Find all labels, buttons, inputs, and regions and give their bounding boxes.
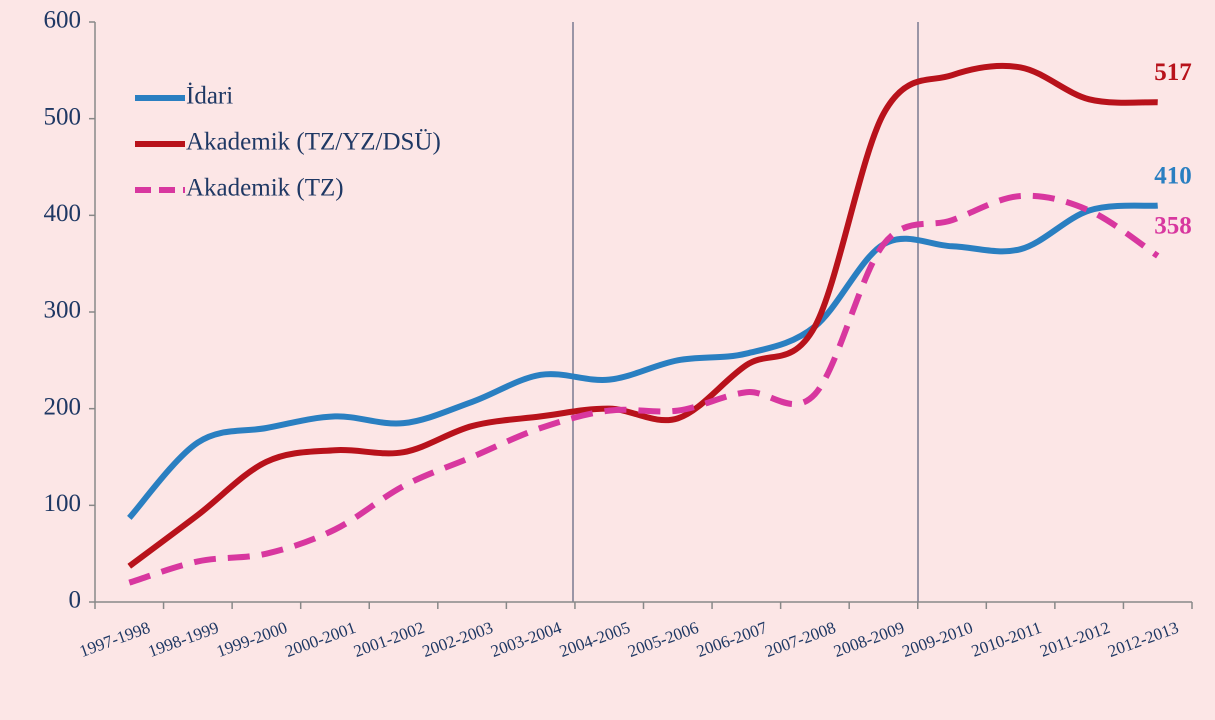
y-tick-label: 100 [44, 490, 82, 517]
series-line [127, 62, 1158, 569]
value-label: 517 [1154, 59, 1192, 86]
y-tick-label: 300 [44, 297, 82, 324]
series-line [127, 202, 1158, 520]
y-tick-label: 500 [44, 103, 82, 130]
y-tick-label: 600 [44, 7, 82, 34]
y-tick-label: 400 [44, 200, 82, 227]
legend-label: Akademik (TZ/YZ/DSÜ) [186, 129, 441, 156]
legend-label: Akademik (TZ) [186, 175, 344, 202]
legend-label: İdari [186, 83, 233, 110]
series-line [128, 192, 1160, 586]
value-label: 410 [1154, 162, 1192, 189]
y-tick-label: 0 [69, 587, 82, 614]
y-tick-label: 200 [44, 393, 82, 420]
value-label: 358 [1154, 213, 1192, 240]
